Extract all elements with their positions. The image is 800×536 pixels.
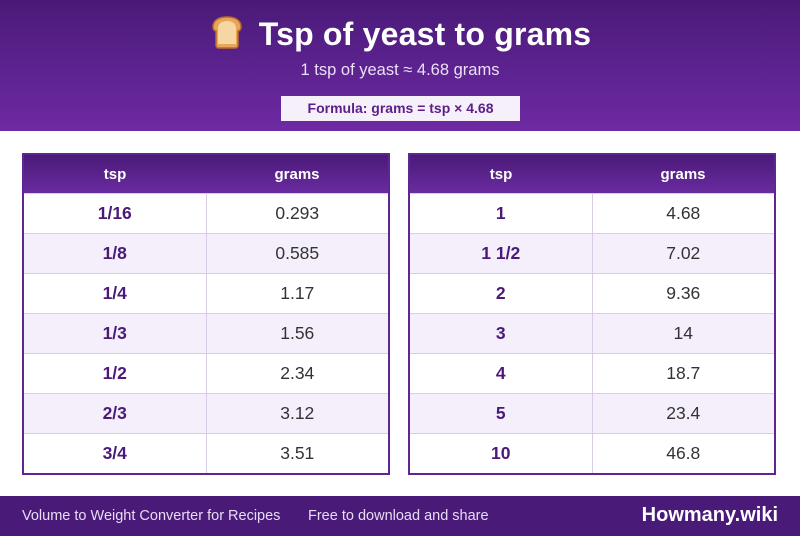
grams-cell: 18.7: [666, 363, 701, 383]
footer-tagline: Volume to Weight Converter for Recipes: [22, 508, 281, 524]
grams-cell: 1.56: [280, 323, 315, 343]
grams-cell: 2.34: [280, 363, 315, 383]
tsp-cell: 1/3: [24, 314, 207, 353]
column-header-tsp: tsp: [489, 165, 513, 183]
conversion-table-right: tsp grams 1 4.68 1 1/2 7.02 2 9.36 3 14 4 18.…: [408, 153, 776, 475]
grams-cell: 4.68: [666, 203, 701, 223]
tsp-cell: 1/4: [24, 274, 207, 313]
table-row: 1 4.68: [410, 193, 774, 233]
table-header: tsp grams: [410, 155, 774, 193]
title-row: Tsp of yeast to grams: [0, 14, 800, 54]
bread-icon: [209, 15, 245, 54]
table-row: 3 14: [410, 313, 774, 353]
grams-cell: 23.4: [666, 403, 701, 423]
tsp-cell: 1/16: [24, 194, 207, 233]
grams-cell: 0.585: [275, 243, 320, 263]
formula-badge: Formula: grams = tsp × 4.68: [281, 96, 520, 121]
tsp-cell: 4: [410, 354, 593, 393]
header: Tsp of yeast to grams 1 tsp of yeast ≈ 4…: [0, 0, 800, 131]
table-row: 1/16 0.293: [24, 193, 388, 233]
brand-logo[interactable]: Howmany.wiki: [641, 504, 778, 526]
grams-cell: 1.17: [280, 283, 315, 303]
tsp-cell: 3/4: [24, 434, 207, 473]
table-row: 5 23.4: [410, 393, 774, 433]
grams-cell: 7.02: [666, 243, 701, 263]
tsp-cell: 1: [410, 194, 593, 233]
grams-cell: 3.12: [280, 403, 315, 423]
subtitle: 1 tsp of yeast ≈ 4.68 grams: [300, 61, 500, 79]
table-row: 10 46.8: [410, 433, 774, 473]
footer: Volume to Weight Converter for Recipes F…: [0, 496, 800, 536]
table-row: 1/4 1.17: [24, 273, 388, 313]
table-row: 1/2 2.34: [24, 353, 388, 393]
table-row: 4 18.7: [410, 353, 774, 393]
tsp-cell: 3: [410, 314, 593, 353]
tsp-cell: 1/2: [24, 354, 207, 393]
table-row: 1/8 0.585: [24, 233, 388, 273]
grams-cell: 14: [673, 323, 693, 343]
column-header-grams: grams: [660, 165, 706, 183]
column-header-grams: grams: [274, 165, 320, 183]
grams-cell: 3.51: [280, 443, 315, 463]
page-title: Tsp of yeast to grams: [258, 15, 592, 52]
conversion-table-left: tsp grams 1/16 0.293 1/8 0.585 1/4 1.17 1/3…: [22, 153, 390, 475]
table-header: tsp grams: [24, 155, 388, 193]
tsp-cell: 2/3: [24, 394, 207, 433]
table-row: 3/4 3.51: [24, 433, 388, 473]
grams-cell: 0.293: [275, 203, 320, 223]
tsp-cell: 10: [410, 434, 593, 473]
tsp-cell: 5: [410, 394, 593, 433]
column-header-tsp: tsp: [103, 165, 127, 183]
table-row: 1/3 1.56: [24, 313, 388, 353]
grams-cell: 46.8: [666, 443, 701, 463]
table-row: 1 1/2 7.02: [410, 233, 774, 273]
table-row: 2 9.36: [410, 273, 774, 313]
footer-note: Free to download and share: [308, 508, 489, 524]
tsp-cell: 2: [410, 274, 593, 313]
tsp-cell: 1 1/2: [410, 234, 593, 273]
table-row: 2/3 3.12: [24, 393, 388, 433]
grams-cell: 9.36: [666, 283, 701, 303]
tsp-cell: 1/8: [24, 234, 207, 273]
